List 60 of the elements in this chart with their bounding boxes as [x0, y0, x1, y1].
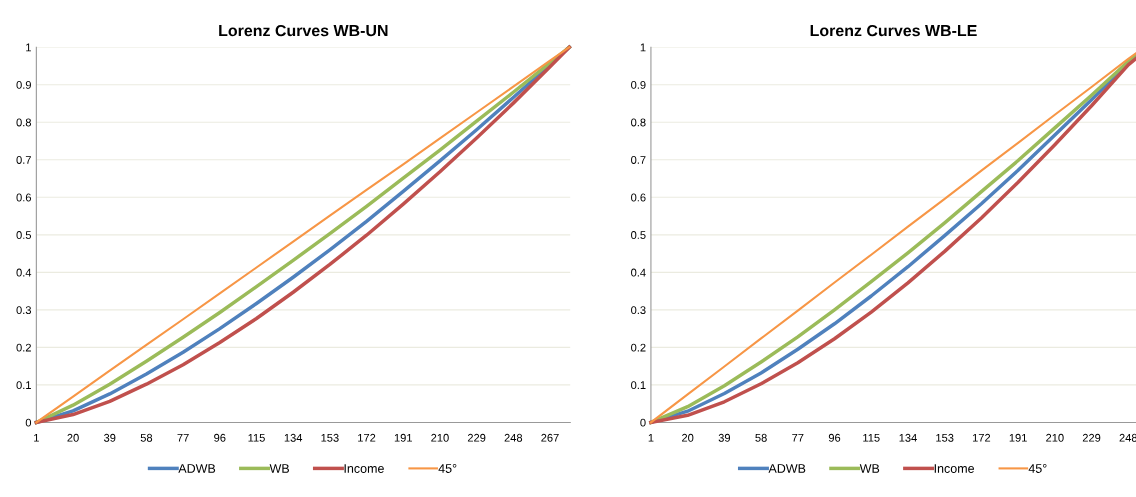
chart-title: Lorenz Curves WB-LE [810, 24, 977, 37]
y-tick-label: 0.8 [631, 118, 646, 127]
x-tick-label: 248 [504, 433, 523, 442]
x-tick-label: 134 [899, 433, 917, 442]
x-tick-label: 39 [103, 433, 116, 442]
legend-label: Income [934, 464, 975, 473]
x-tick-label: 229 [1082, 433, 1101, 442]
y-tick-label: 0.5 [16, 231, 32, 239]
x-tick-label: 77 [792, 433, 804, 442]
x-tick-label: 1 [34, 433, 39, 442]
x-tick-label: 153 [321, 433, 339, 442]
x-tick-label: 96 [214, 433, 226, 442]
y-tick-label: 0.2 [16, 343, 31, 352]
y-tick-label: 0.6 [16, 193, 31, 202]
y-tick-label: 1 [640, 43, 646, 52]
y-tick-label: 0.2 [631, 343, 646, 352]
x-tick-label: 134 [284, 433, 303, 442]
legend-label: 45° [438, 464, 457, 473]
x-tick-label: 20 [682, 433, 694, 442]
legend-label: ADWB [178, 464, 216, 473]
legend-label: Income [344, 464, 384, 473]
x-tick-label: 58 [755, 433, 767, 442]
x-tick-label: 1 [648, 433, 654, 442]
x-tick-label: 77 [177, 433, 189, 442]
legend-label: WB [859, 464, 880, 473]
x-tick-label: 229 [467, 433, 486, 442]
y-tick-label: 0.1 [631, 381, 646, 390]
y-tick-label: 0.5 [631, 231, 646, 239]
y-tick-label: 0.9 [631, 81, 646, 89]
y-tick-label: 1 [26, 43, 31, 52]
legend-label: WB [269, 464, 290, 473]
x-tick-label: 39 [718, 433, 731, 442]
y-tick-label: 0.6 [631, 193, 646, 202]
chart-title: Lorenz Curves WB-UN [219, 24, 388, 37]
y-tick-label: 0.4 [16, 268, 32, 277]
x-tick-label: 58 [140, 433, 153, 442]
y-tick-label: 0 [640, 418, 646, 427]
x-tick-label: 191 [394, 433, 412, 442]
y-tick-label: 0.3 [16, 306, 31, 315]
x-tick-label: 172 [972, 433, 991, 442]
y-tick-label: 0.7 [16, 156, 31, 164]
y-tick-label: 0.4 [631, 268, 646, 277]
x-tick-label: 96 [828, 433, 841, 442]
x-tick-label: 115 [863, 433, 880, 442]
y-tick-label: 0.3 [631, 306, 646, 315]
legend-label: ADWB [768, 464, 806, 473]
y-tick-label: 0.7 [631, 156, 646, 164]
x-tick-label: 267 [541, 433, 559, 442]
y-tick-label: 0.9 [16, 81, 31, 89]
legend-label: 45° [1028, 464, 1047, 473]
x-tick-label: 191 [1009, 433, 1027, 442]
y-tick-label: 0.1 [16, 381, 31, 390]
x-tick-label: 153 [936, 433, 954, 442]
x-tick-label: 172 [358, 433, 376, 442]
x-tick-label: 210 [431, 433, 449, 442]
y-tick-label: 0.8 [16, 118, 32, 127]
y-tick-label: 0 [25, 418, 32, 427]
x-tick-label: 20 [67, 433, 79, 442]
x-tick-label: 210 [1046, 433, 1064, 442]
x-tick-label: 115 [248, 433, 265, 442]
